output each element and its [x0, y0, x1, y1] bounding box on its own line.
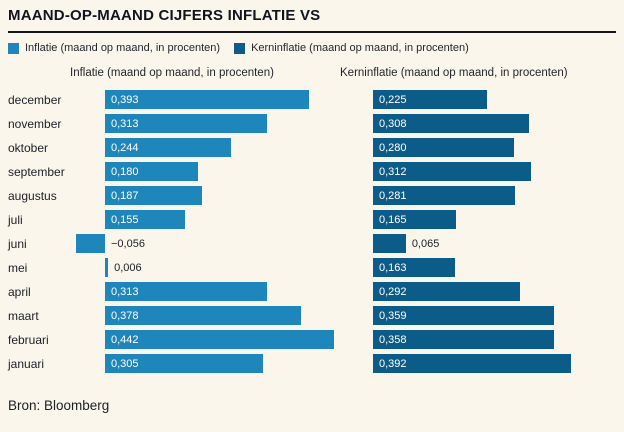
bar-kerninflatie-maart	[373, 306, 555, 325]
value-label-inflatie-augustus: 0,187	[111, 189, 139, 202]
chart-row-maart: maart 0,378 0,359	[8, 304, 616, 328]
value-label-kerninflatie-maart: 0,359	[379, 309, 407, 322]
value-label-inflatie-maart: 0,378	[111, 309, 139, 322]
value-label-kerninflatie-oktober: 0,280	[379, 141, 407, 154]
value-label-kerninflatie-april: 0,292	[379, 285, 407, 298]
value-label-inflatie-september: 0,180	[111, 165, 139, 178]
value-label-inflatie-april: 0,313	[111, 285, 139, 298]
bar-inflatie-juni	[75, 234, 105, 253]
month-label: augustus	[8, 189, 57, 203]
bar-kerninflatie-augustus	[373, 186, 515, 205]
chart-rows: december 0,393 0,225 november 0,313 0,308 okto…	[8, 88, 616, 376]
value-label-inflatie-november: 0,313	[111, 117, 139, 130]
chart-row-september: september 0,180 0,312	[8, 160, 616, 184]
value-label-kerninflatie-juni: 0,065	[411, 237, 440, 250]
bar-inflatie-december	[105, 90, 309, 109]
value-label-inflatie-februari: 0,442	[111, 333, 139, 346]
bar-inflatie-april	[105, 282, 268, 301]
bar-inflatie-mei	[105, 258, 109, 277]
month-label: juni	[8, 237, 27, 251]
bar-inflatie-februari	[105, 330, 334, 349]
month-label: april	[8, 285, 31, 299]
bar-kerninflatie-september	[373, 162, 531, 181]
chart-row-augustus: augustus 0,187 0,281	[8, 184, 616, 208]
legend-item-inflatie: Inflatie (maand op maand, in procenten)	[8, 42, 220, 54]
month-label: oktober	[8, 141, 49, 155]
legend-item-kerninflatie: Kerninflatie (maand op maand, in procent…	[234, 42, 469, 54]
column-header-inflatie: Inflatie (maand op maand, in procenten)	[70, 67, 274, 79]
value-label-kerninflatie-september: 0,312	[379, 165, 407, 178]
value-label-inflatie-januari: 0,305	[111, 357, 139, 370]
value-label-kerninflatie-juli: 0,165	[379, 213, 407, 226]
month-label: december	[8, 93, 62, 107]
chart-row-april: april 0,313 0,292	[8, 280, 616, 304]
chart-row-november: november 0,313 0,308	[8, 112, 616, 136]
legend-label-kerninflatie: Kerninflatie (maand op maand, in procent…	[251, 42, 469, 54]
bar-kerninflatie-mei	[373, 258, 456, 277]
bar-inflatie-januari	[105, 354, 263, 373]
value-label-inflatie-oktober: 0,244	[111, 141, 139, 154]
value-label-kerninflatie-februari: 0,358	[379, 333, 407, 346]
chart-row-juli: juli 0,155 0,165	[8, 208, 616, 232]
legend-swatch-kerninflatie-icon	[234, 42, 246, 54]
chart-row-juni: juni −0,056 0,065	[8, 232, 616, 256]
bar-kerninflatie-juli	[373, 210, 457, 229]
legend-label-inflatie: Inflatie (maand op maand, in procenten)	[25, 42, 221, 54]
month-label: juli	[8, 213, 23, 227]
month-label: mei	[8, 261, 28, 275]
month-label: maart	[8, 309, 39, 323]
chart-row-oktober: oktober 0,244 0,280	[8, 136, 616, 160]
bar-kerninflatie-april	[373, 282, 521, 301]
bar-inflatie-september	[105, 162, 199, 181]
value-label-inflatie-mei: 0,006	[114, 261, 142, 274]
bar-kerninflatie-december	[373, 90, 487, 109]
month-label: februari	[8, 333, 49, 347]
legend-swatch-inflatie-icon	[8, 42, 19, 54]
bar-inflatie-oktober	[105, 138, 232, 157]
bar-inflatie-juli	[105, 210, 186, 229]
value-label-kerninflatie-november: 0,308	[379, 117, 407, 130]
chart-row-januari: januari 0,305 0,392	[8, 352, 616, 376]
bar-inflatie-augustus	[105, 186, 202, 205]
value-label-kerninflatie-mei: 0,163	[379, 261, 407, 274]
chart-row-februari: februari 0,442 0,358	[8, 328, 616, 352]
chart-title: MAAND-OP-MAAND CIJFERS INFLATIE VS	[8, 7, 321, 24]
column-header-kerninflatie: Kerninflatie (maand op maand, in procent…	[340, 67, 568, 79]
value-label-kerninflatie-januari: 0,392	[379, 357, 407, 370]
value-label-inflatie-december: 0,393	[111, 93, 139, 106]
bar-kerninflatie-januari	[373, 354, 571, 373]
bar-kerninflatie-juni	[373, 234, 406, 253]
chart-row-december: december 0,393 0,225	[8, 88, 616, 112]
value-label-inflatie-juli: 0,155	[111, 213, 139, 226]
source-credit: Bron: Bloomberg	[8, 398, 110, 413]
chart-row-mei: mei 0,006 0,163	[8, 256, 616, 280]
bar-inflatie-maart	[105, 306, 301, 325]
bar-kerninflatie-november	[373, 114, 529, 133]
month-label: september	[8, 165, 65, 179]
month-label: januari	[8, 357, 45, 371]
bar-kerninflatie-februari	[373, 330, 554, 349]
value-label-inflatie-juni: −0,056	[111, 237, 145, 250]
value-label-kerninflatie-augustus: 0,281	[379, 189, 407, 202]
value-label-kerninflatie-december: 0,225	[379, 93, 407, 106]
bar-inflatie-november	[105, 114, 268, 133]
month-label: november	[8, 117, 62, 131]
title-divider	[8, 31, 616, 33]
bar-kerninflatie-oktober	[373, 138, 515, 157]
legend: Inflatie (maand op maand, in procenten) …	[8, 42, 469, 54]
